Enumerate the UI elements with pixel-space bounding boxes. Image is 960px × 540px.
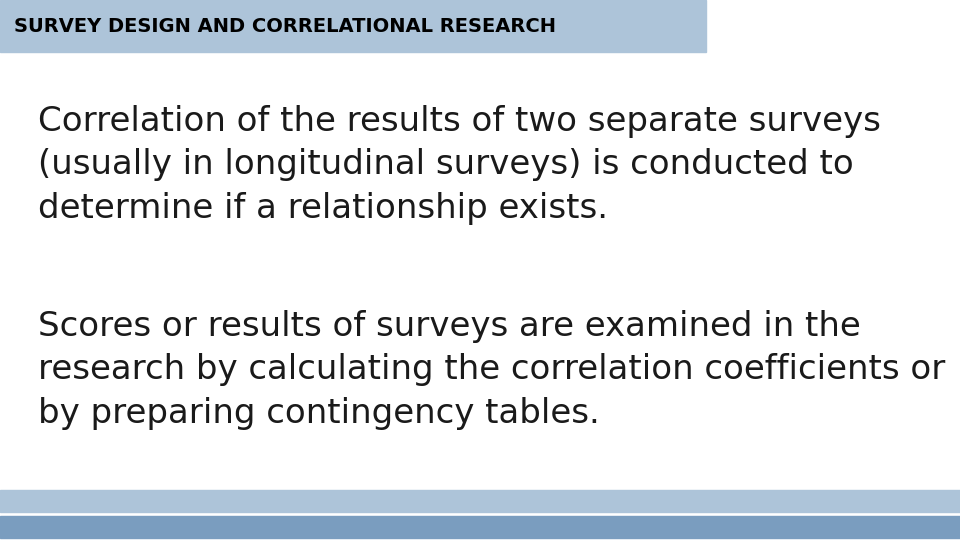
Text: SURVEY DESIGN AND CORRELATIONAL RESEARCH: SURVEY DESIGN AND CORRELATIONAL RESEARCH [14, 17, 556, 36]
Bar [0, 0, 706, 52]
Text: Correlation of the results of two separate surveys
(usually in longitudinal surv: Correlation of the results of two separa… [38, 105, 881, 225]
Bar [0, 490, 960, 512]
Text: Scores or results of surveys are examined in the
research by calculating the cor: Scores or results of surveys are examine… [38, 310, 946, 430]
Bar [0, 516, 960, 538]
